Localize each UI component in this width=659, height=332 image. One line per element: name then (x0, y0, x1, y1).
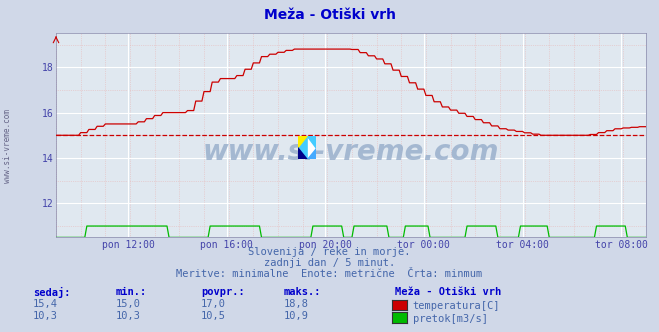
Text: Meža - Otiški vrh: Meža - Otiški vrh (264, 8, 395, 22)
Polygon shape (298, 136, 307, 159)
Polygon shape (298, 148, 307, 159)
Polygon shape (298, 136, 307, 148)
Text: 15,0: 15,0 (115, 299, 140, 309)
Text: www.si-vreme.com: www.si-vreme.com (203, 138, 499, 166)
Text: sedaj:: sedaj: (33, 287, 71, 298)
Polygon shape (298, 136, 307, 148)
Text: Meritve: minimalne  Enote: metrične  Črta: minmum: Meritve: minimalne Enote: metrične Črta:… (177, 269, 482, 279)
Text: 10,5: 10,5 (201, 311, 226, 321)
Text: temperatura[C]: temperatura[C] (413, 301, 500, 311)
Text: www.si-vreme.com: www.si-vreme.com (3, 109, 13, 183)
Text: zadnji dan / 5 minut.: zadnji dan / 5 minut. (264, 258, 395, 268)
Text: 17,0: 17,0 (201, 299, 226, 309)
Polygon shape (307, 136, 316, 148)
Text: pretok[m3/s]: pretok[m3/s] (413, 314, 488, 324)
Text: 10,9: 10,9 (283, 311, 308, 321)
Text: povpr.:: povpr.: (201, 287, 244, 297)
Text: 10,3: 10,3 (115, 311, 140, 321)
Text: 10,3: 10,3 (33, 311, 58, 321)
Text: min.:: min.: (115, 287, 146, 297)
Text: 15,4: 15,4 (33, 299, 58, 309)
Polygon shape (298, 148, 307, 159)
Polygon shape (307, 148, 316, 159)
Text: Meža - Otiški vrh: Meža - Otiški vrh (395, 287, 501, 297)
Text: Slovenija / reke in morje.: Slovenija / reke in morje. (248, 247, 411, 257)
Text: maks.:: maks.: (283, 287, 321, 297)
Text: 18,8: 18,8 (283, 299, 308, 309)
